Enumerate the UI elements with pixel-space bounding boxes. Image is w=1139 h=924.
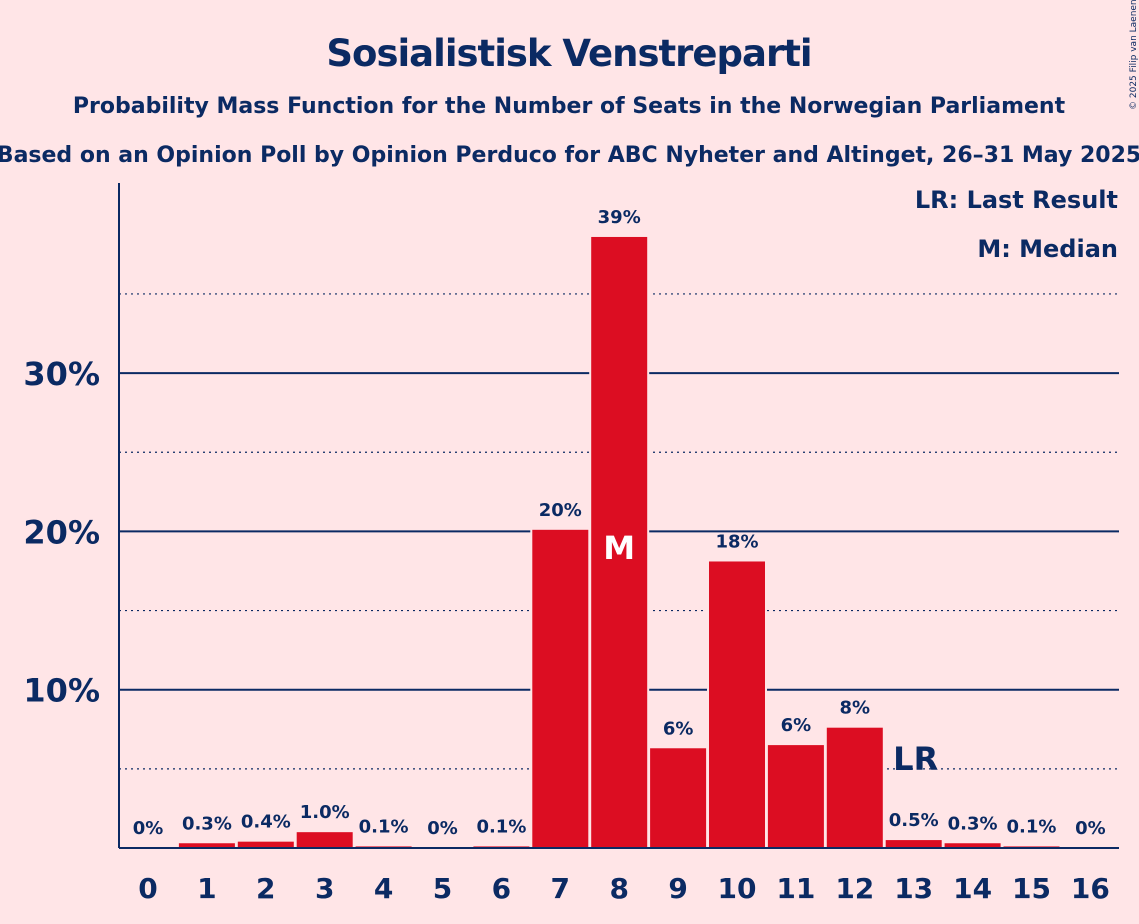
chart-title: Sosialistisk Venstreparti [326,32,811,75]
x-tick-label: 13 [894,872,933,905]
data-label-seat-8: 39% [598,207,641,228]
data-label-seat-14: 0.3% [948,813,998,834]
data-label-seat-2: 0.4% [241,812,291,833]
x-tick-label: 9 [668,872,687,905]
y-tick-label: 20% [23,513,100,551]
x-tick-label: 15 [1012,872,1051,905]
data-label-seat-3: 1.0% [300,802,350,823]
data-label-seat-1: 0.3% [182,813,232,834]
x-tick-label: 6 [492,872,511,905]
x-tick-label: 3 [315,872,334,905]
x-tick-label: 14 [953,872,992,905]
data-label-seat-5: 0% [427,818,458,839]
x-tick-label: 4 [374,872,393,905]
copyright-notice: © 2025 Filip van Laenen [1129,0,1139,110]
bar-halo [471,844,532,848]
bar-seat-13 [885,840,942,848]
bar-seat-8 [591,236,648,848]
bar-seat-7 [532,529,589,848]
bar-seat-12 [826,727,883,848]
last-result-marker: LR [893,740,938,778]
y-tick-label: 10% [23,672,100,710]
x-tick-label: 7 [551,872,570,905]
x-tick-label: 12 [835,872,874,905]
data-label-seat-6: 0.1% [476,816,526,837]
bar-seat-11 [767,745,824,848]
bar-seat-3 [296,832,353,848]
median-marker: M [603,529,635,567]
x-tick-label: 10 [718,872,757,905]
data-label-seat-13: 0.5% [889,810,939,831]
bar-seat-1 [178,843,235,848]
legend-last-result: LR: Last Result [915,186,1118,214]
x-tick-label: 1 [197,872,216,905]
bar-seat-9 [650,748,707,848]
bar-halo [1001,844,1062,848]
data-label-seat-11: 6% [781,715,812,736]
chart-subtitle: Probability Mass Function for the Number… [73,94,1066,119]
data-label-seat-12: 8% [840,698,871,719]
data-label-seat-9: 6% [663,718,694,739]
data-label-seat-7: 20% [539,500,582,521]
legend-median: M: Median [977,235,1118,263]
bar-seat-10 [709,561,765,848]
x-axis-ticks: 0 1 2 3 4 5 6 7 8 9 10 11 12 13 14 15 16 [138,872,1110,905]
chart-source: Based on an Opinion Poll by Opinion Perd… [0,143,1139,168]
bar-seat-2 [237,841,294,848]
data-label-seat-16: 0% [1075,818,1106,839]
bar-seat-14 [944,843,1001,848]
y-tick-label: 30% [23,355,100,393]
bar-halo [353,844,414,848]
data-label-seat-0: 0% [133,818,164,839]
data-label-seat-15: 0.1% [1007,816,1057,837]
x-tick-label: 16 [1071,872,1110,905]
x-tick-label: 11 [776,872,815,905]
data-label-seat-4: 0.1% [359,816,409,837]
x-tick-label: 8 [609,872,628,905]
data-label-seat-10: 18% [715,531,758,552]
x-tick-label: 2 [256,872,275,905]
x-tick-label: 0 [138,872,157,905]
bars [176,234,1062,848]
y-axis-ticks: 10% 20% 30% [23,355,100,710]
x-tick-label: 5 [433,872,452,905]
data-labels: 0% 0.3% 0.4% 1.0% 0.1% 0% 0.1% 20% 39% 6% 18% 6% 8% 0… [133,207,1106,839]
